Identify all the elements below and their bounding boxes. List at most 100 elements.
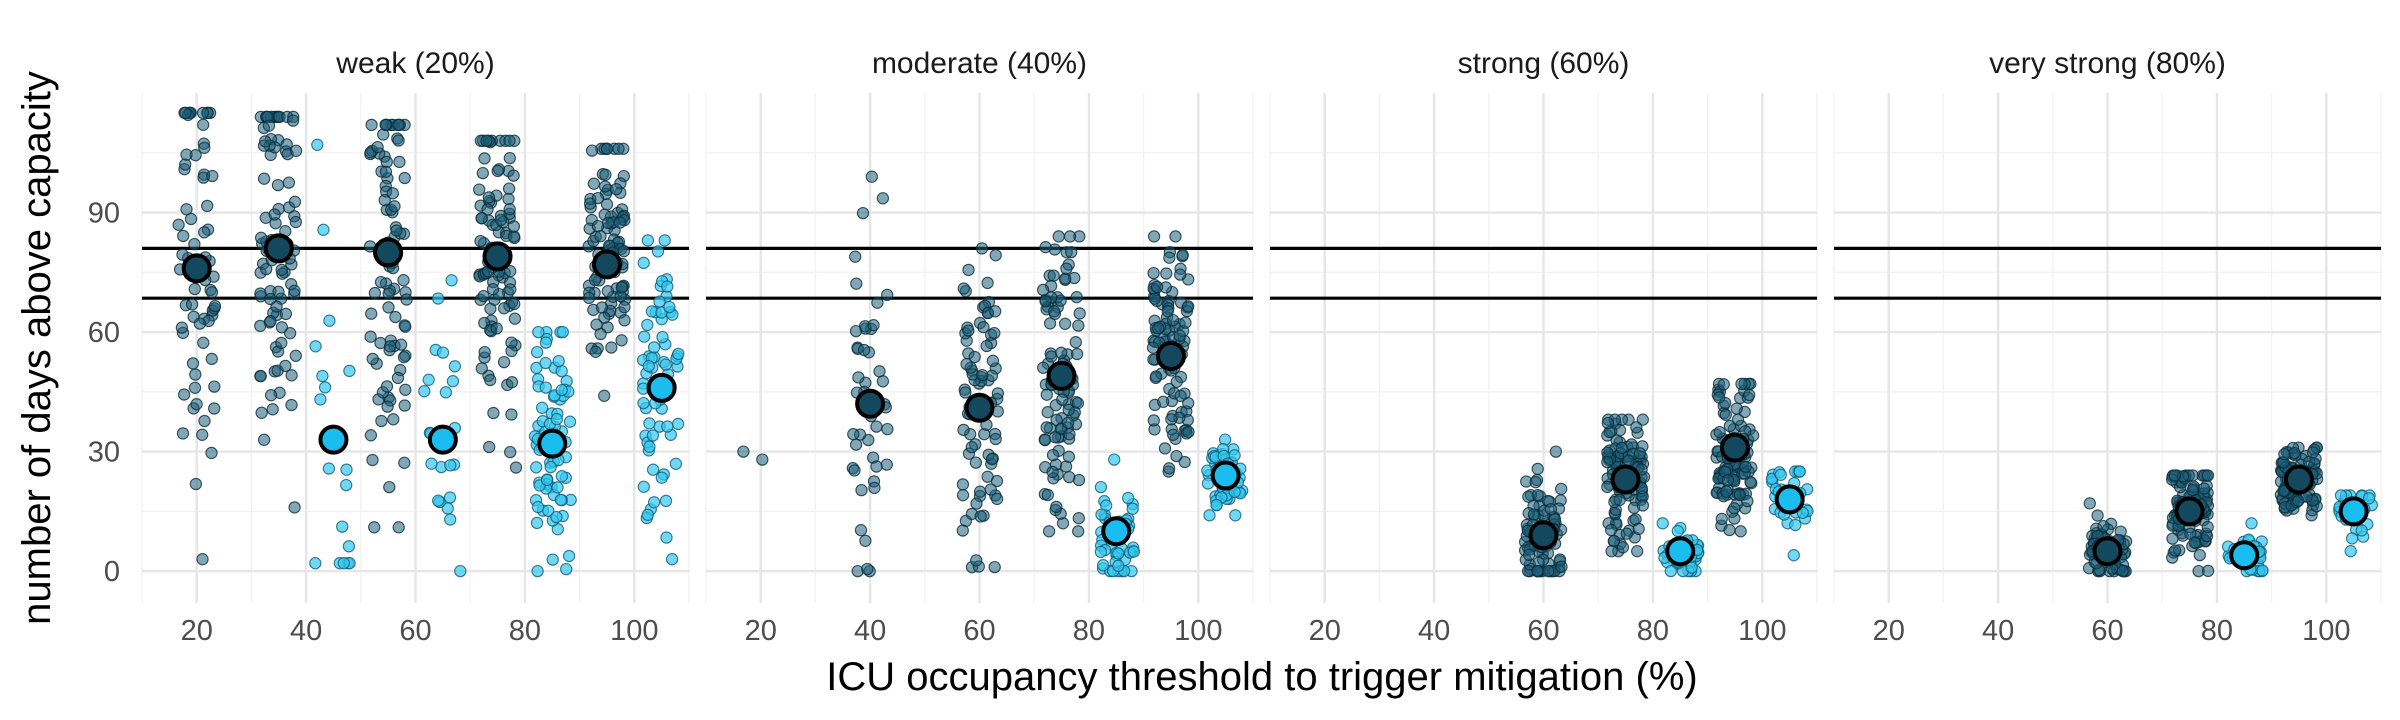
scatter-point	[591, 219, 605, 233]
scatter-point	[446, 375, 460, 388]
scatter-point	[309, 557, 322, 570]
scatter-point	[1529, 476, 1542, 489]
mean-point	[1155, 340, 1186, 371]
scatter-point	[1072, 319, 1085, 332]
scatter-point	[196, 106, 210, 120]
x-axis-title: ICU occupancy threshold to trigger mitig…	[826, 655, 1697, 699]
scatter-point	[1735, 377, 1748, 391]
scatter-point	[1173, 329, 1186, 342]
scatter-point	[2292, 494, 2305, 507]
scatter-point	[1715, 512, 1728, 526]
scatter-point	[275, 336, 288, 350]
scatter-point	[1108, 453, 1121, 466]
scatter-point	[391, 371, 405, 385]
y-tick-label: 90	[88, 198, 120, 230]
scatter-point	[1179, 316, 1192, 329]
scatter-point	[661, 420, 674, 433]
scatter-point	[1522, 490, 1535, 503]
scatter-point	[2245, 517, 2258, 530]
scatter-point	[503, 134, 516, 147]
scatter-point	[659, 358, 672, 371]
mean-point	[181, 253, 212, 284]
scatter-point	[641, 234, 655, 247]
mean-point	[1665, 536, 1696, 567]
scatter-point	[980, 339, 993, 353]
scatter-point	[285, 369, 298, 382]
scatter-point	[756, 453, 769, 466]
scatter-point	[379, 165, 393, 178]
scatter-point	[1062, 403, 1075, 417]
scatter-point	[1604, 523, 1618, 537]
facet-strip-label: weak (20%)	[335, 47, 494, 80]
scatter-point	[1605, 545, 1618, 558]
scatter-point	[2091, 509, 2104, 522]
scatter-point	[505, 336, 518, 349]
scatter-point	[530, 345, 544, 359]
x-tick-label: 20	[181, 615, 213, 647]
scatter-point	[399, 320, 412, 333]
scatter-point	[383, 340, 397, 353]
scatter-point	[503, 203, 516, 216]
scatter-point	[197, 118, 210, 131]
scatter-point	[1055, 346, 1068, 359]
scatter-point	[177, 388, 191, 401]
scatter-point	[2277, 484, 2290, 498]
scatter-point	[1042, 525, 1056, 538]
scatter-point	[279, 359, 292, 373]
scatter-point	[285, 398, 298, 412]
scatter-point	[342, 540, 356, 553]
scatter-point	[960, 357, 973, 371]
x-tick-label: 80	[1637, 615, 1669, 647]
scatter-point	[201, 199, 214, 213]
scatter-point	[642, 359, 655, 373]
scatter-point	[443, 491, 457, 504]
mean-point	[263, 233, 294, 264]
scatter-point	[1717, 378, 1730, 391]
scatter-point	[503, 151, 516, 165]
scatter-point	[2288, 446, 2301, 460]
mean-point	[1719, 432, 1750, 463]
scatter-point	[876, 192, 890, 205]
scatter-point	[653, 295, 666, 308]
scatter-point	[392, 521, 405, 534]
scatter-point	[264, 292, 277, 306]
scatter-point	[1633, 447, 1647, 460]
scatter-point	[985, 453, 999, 466]
scatter-point	[1522, 548, 1536, 562]
scatter-point	[637, 256, 650, 270]
scatter-point	[562, 549, 576, 563]
scatter-point	[539, 356, 552, 370]
scatter-point	[382, 301, 395, 314]
scatter-point	[589, 345, 602, 358]
scatter-point	[1713, 425, 1726, 439]
scatter-point	[172, 218, 185, 231]
scatter-point	[309, 340, 322, 353]
scatter-point	[546, 553, 559, 566]
scatter-point	[474, 234, 487, 248]
scatter-point	[957, 282, 970, 295]
scatter-point	[198, 141, 211, 154]
scatter-point	[1730, 402, 1743, 415]
scatter-point	[1039, 295, 1052, 308]
scatter-point	[881, 422, 894, 436]
scatter-point	[196, 428, 209, 441]
scatter-point	[436, 346, 450, 359]
scatter-point	[1169, 230, 1182, 243]
scatter-point	[390, 224, 403, 237]
scatter-point	[1060, 262, 1073, 275]
scatter-point	[1664, 564, 1677, 578]
scatter-point	[605, 341, 618, 354]
scatter-point	[868, 481, 881, 495]
scatter-point	[970, 554, 983, 567]
scatter-point	[539, 336, 553, 349]
scatter-point	[857, 343, 871, 357]
scatter-point	[1152, 322, 1165, 335]
scatter-point	[198, 414, 211, 428]
scatter-point	[659, 494, 673, 508]
scatter-point	[288, 284, 301, 297]
scatter-point	[850, 277, 863, 290]
scatter-point	[588, 273, 602, 287]
scatter-point	[1070, 347, 1084, 361]
scatter-point	[1636, 499, 1650, 512]
scatter-point	[880, 458, 893, 471]
